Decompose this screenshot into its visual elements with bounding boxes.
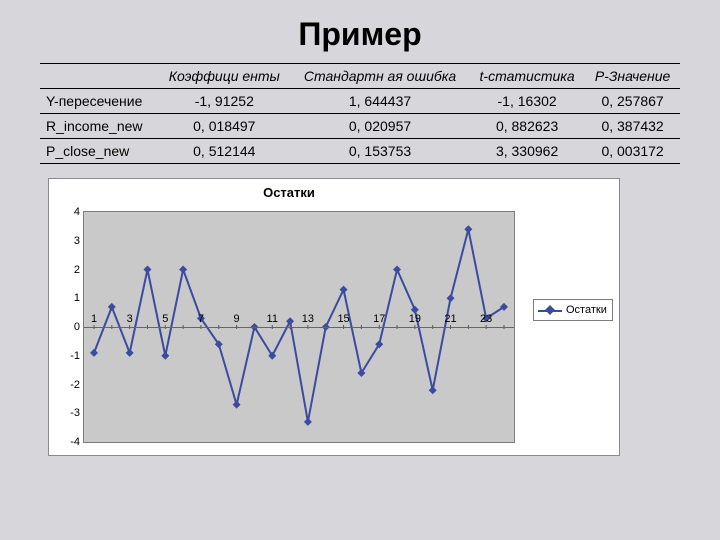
- y-tick: -3: [58, 407, 80, 419]
- table-cell: Y-пересечение: [40, 89, 158, 114]
- plot-area: -4-3-2-1012341357911131517192123: [83, 211, 515, 443]
- table-cell: 1, 644437: [291, 89, 469, 114]
- y-tick: 0: [58, 321, 80, 333]
- x-tick: 13: [302, 313, 314, 325]
- y-tick: 2: [58, 264, 80, 276]
- table-header: P-Значение: [585, 64, 680, 89]
- table-cell: R_income_new: [40, 114, 158, 139]
- x-tick: 5: [162, 313, 168, 325]
- table-header: t-статистика: [469, 64, 585, 89]
- table-cell: 0, 882623: [469, 114, 585, 139]
- table-row: R_income_new0, 0184970, 0209570, 8826230…: [40, 114, 680, 139]
- y-tick: -2: [58, 379, 80, 391]
- table-cell: -1, 91252: [158, 89, 291, 114]
- table-header: Стандартн ая ошибка: [291, 64, 469, 89]
- x-tick: 15: [337, 313, 349, 325]
- y-tick: 4: [58, 206, 80, 218]
- table-cell: 0, 018497: [158, 114, 291, 139]
- table-cell: -1, 16302: [469, 89, 585, 114]
- y-tick: -1: [58, 350, 80, 362]
- table-cell: 0, 003172: [585, 139, 680, 164]
- table-row: Y-пересечение-1, 912521, 644437-1, 16302…: [40, 89, 680, 114]
- table-row: P_close_new0, 5121440, 1537533, 3309620,…: [40, 139, 680, 164]
- x-tick: 7: [198, 313, 204, 325]
- x-tick: 11: [267, 313, 278, 325]
- table-cell: 0, 153753: [291, 139, 469, 164]
- x-tick: 23: [480, 313, 492, 325]
- coeff-table: Коэффици ентыСтандартн ая ошибкаt-статис…: [40, 63, 680, 164]
- y-tick: 1: [58, 292, 80, 304]
- legend-label: Остатки: [566, 304, 607, 316]
- page-title: Пример: [40, 16, 680, 53]
- table-cell: 0, 512144: [158, 139, 291, 164]
- table-cell: 3, 330962: [469, 139, 585, 164]
- legend-sample: [538, 305, 562, 315]
- table-cell: 0, 387432: [585, 114, 680, 139]
- x-tick: 1: [91, 313, 97, 325]
- table-cell: 0, 020957: [291, 114, 469, 139]
- table-header: [40, 64, 158, 89]
- table-header: Коэффици енты: [158, 64, 291, 89]
- table-cell: P_close_new: [40, 139, 158, 164]
- chart-title: Остатки: [49, 185, 529, 200]
- table-cell: 0, 257867: [585, 89, 680, 114]
- x-tick: 17: [373, 313, 385, 325]
- y-tick: -4: [58, 436, 80, 448]
- x-tick: 19: [409, 313, 421, 325]
- x-tick: 21: [444, 313, 456, 325]
- y-tick: 3: [58, 235, 80, 247]
- x-tick: 9: [234, 313, 240, 325]
- x-tick: 3: [127, 313, 133, 325]
- residuals-chart: Остатки -4-3-2-1012341357911131517192123…: [48, 178, 620, 456]
- legend: Остатки: [533, 299, 613, 321]
